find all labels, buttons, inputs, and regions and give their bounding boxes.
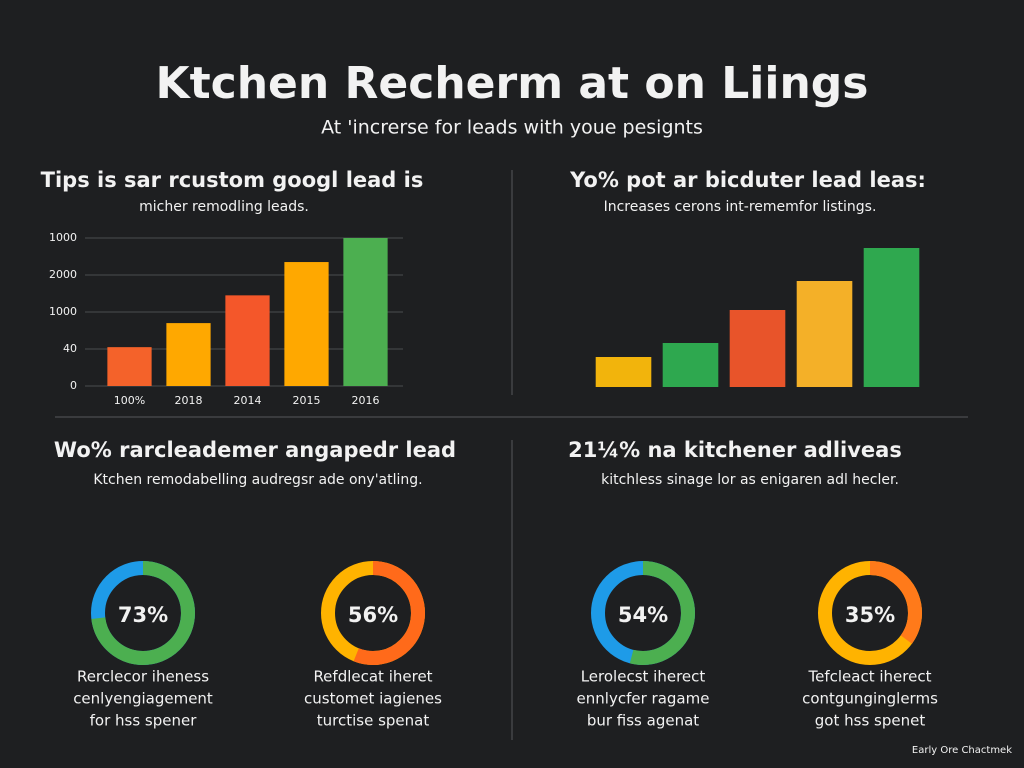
donut-arc [591, 561, 695, 665]
x-tick-label: 100% [114, 394, 145, 407]
bar [662, 343, 719, 387]
section-subtitle: Ktchen remodabelling audregsr ade ony'at… [93, 472, 422, 488]
chart-title: Yo% pot ar bicduter lead leas: [569, 168, 926, 192]
y-tick-label: 1000 [49, 231, 77, 244]
donut-arc [818, 561, 922, 665]
donut-label: bur fiss agenat [587, 712, 699, 730]
section-title: 21¼% na kitchener adliveas [568, 438, 902, 462]
donut-value-label: 56% [348, 603, 398, 627]
donut-value-label: 73% [118, 603, 168, 627]
x-tick-label: 2018 [175, 394, 203, 407]
section-subtitle: kitchless sinage lor as enigaren adl hec… [601, 472, 899, 488]
bar [166, 323, 211, 386]
y-tick-label: 40 [63, 342, 77, 355]
bar [343, 238, 388, 386]
bar [729, 310, 786, 387]
donut-arc [91, 561, 195, 665]
bar [595, 357, 652, 387]
y-tick-label: 1000 [49, 305, 77, 318]
bar [225, 295, 270, 386]
footer: Early Ore Chactmek [912, 745, 1012, 756]
donut-label: Rerclecor iheness [77, 668, 209, 686]
chart-title: Tips is sar rcustom googl lead is [41, 168, 424, 192]
donut-value-label: 54% [618, 603, 668, 627]
bar [284, 262, 329, 386]
x-tick-label: 2014 [234, 394, 262, 407]
donut-label: contgunginglerms [802, 690, 938, 708]
chart-subtitle: Increases cerons int-rememfor listings. [604, 199, 877, 215]
donut-label: ennlycfer ragame [577, 690, 710, 708]
donut-label: cenlyengiagement [73, 690, 213, 708]
bar [107, 347, 152, 386]
section-title: Wo% rarcleademer angapedr lead [54, 438, 456, 462]
bar [863, 248, 920, 387]
x-tick-label: 2016 [352, 394, 380, 407]
donut-label: customet iagienes [304, 690, 442, 708]
page-title: Ktchen Recherm at on Liings [156, 58, 869, 109]
bar [796, 281, 853, 387]
donut-arc [321, 561, 425, 665]
donut-label: Lerolecst iherect [581, 668, 706, 686]
chart-subtitle: micher remodling leads. [139, 199, 309, 215]
donut-label: for hss spener [90, 712, 198, 730]
x-tick-label: 2015 [293, 394, 321, 407]
donut-label: got hss spenet [815, 712, 926, 730]
donut-label: turctise spenat [317, 712, 430, 730]
y-tick-label: 2000 [49, 268, 77, 281]
donut-label: Tefcleact iherect [808, 668, 932, 686]
donut-value-label: 35% [845, 603, 895, 627]
page-subtitle: At 'increrse for leads with youe pesignt… [321, 117, 703, 139]
donut-label: Refdlecat iheret [313, 668, 432, 686]
y-tick-label: 0 [70, 379, 77, 392]
